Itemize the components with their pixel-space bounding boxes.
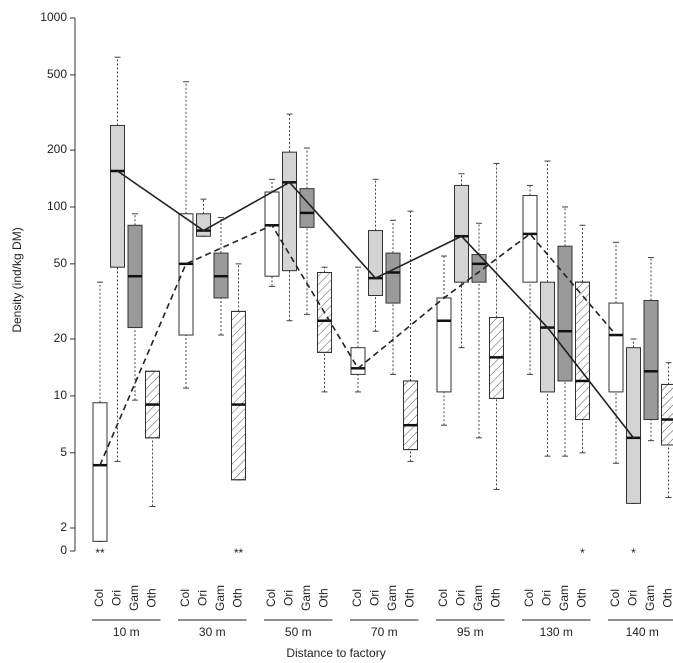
x-tick-label: 70 m bbox=[371, 625, 398, 639]
group-label: Oth bbox=[575, 588, 589, 607]
y-tick-label: 5 bbox=[60, 445, 67, 459]
box-hatch bbox=[661, 383, 673, 446]
group-label: Ori bbox=[282, 590, 296, 606]
y-tick-label: 200 bbox=[47, 142, 67, 156]
y-tick-label: 20 bbox=[54, 331, 68, 345]
group-label: Gam bbox=[213, 585, 227, 611]
group-label: Gam bbox=[127, 585, 141, 611]
box bbox=[557, 245, 573, 382]
x-tick-label: 130 m bbox=[540, 625, 573, 639]
box-hatch bbox=[231, 310, 246, 481]
group-label: Gam bbox=[385, 585, 399, 611]
box bbox=[178, 213, 194, 336]
box bbox=[626, 347, 641, 504]
box bbox=[436, 297, 452, 393]
trend-line bbox=[117, 170, 635, 439]
group-label: Ori bbox=[454, 590, 468, 606]
x-tick-label: 140 m bbox=[626, 625, 659, 639]
box-hatch bbox=[575, 281, 590, 421]
group-label: Ori bbox=[540, 590, 554, 606]
zero-marker: * bbox=[580, 546, 585, 560]
zero-marker: * bbox=[631, 546, 636, 560]
box bbox=[454, 184, 469, 283]
box bbox=[110, 124, 125, 268]
x-tick-label: 10 m bbox=[113, 625, 140, 639]
x-tick-label: 95 m bbox=[457, 625, 484, 639]
y-tick-label: 50 bbox=[54, 256, 68, 270]
x-tick-label: 30 m bbox=[199, 625, 226, 639]
y-tick-label: 10 bbox=[54, 388, 68, 402]
group-label: Ori bbox=[196, 590, 210, 606]
group-label: Col bbox=[178, 589, 192, 607]
group-label: Col bbox=[92, 589, 106, 607]
group-label: Col bbox=[264, 589, 278, 607]
box bbox=[522, 194, 538, 283]
group-label: Gam bbox=[643, 585, 657, 611]
group-label: Oth bbox=[145, 588, 159, 607]
x-axis-title: Distance to factory bbox=[286, 646, 385, 660]
box bbox=[385, 252, 401, 304]
y-tick-label: 1000 bbox=[40, 10, 67, 24]
y-tick-label: 2 bbox=[60, 520, 67, 534]
group-label: Gam bbox=[299, 585, 313, 611]
group-label: Oth bbox=[317, 588, 331, 607]
group-label: Col bbox=[350, 589, 364, 607]
box bbox=[368, 230, 383, 296]
y-tick-label: 500 bbox=[47, 67, 67, 81]
box bbox=[608, 302, 624, 393]
group-label: Oth bbox=[403, 588, 417, 607]
zero-marker: ** bbox=[234, 546, 244, 560]
y-axis-title: Density (ind/kg DM) bbox=[10, 227, 24, 332]
x-tick-label: 50 m bbox=[285, 625, 312, 639]
zero-marker: ** bbox=[95, 546, 105, 560]
group-label: Col bbox=[608, 589, 622, 607]
group-label: Gam bbox=[471, 585, 485, 611]
group-label: Oth bbox=[661, 588, 673, 607]
box-hatch bbox=[403, 380, 418, 451]
y-tick-label: 0 bbox=[60, 543, 67, 557]
y-tick-label: 100 bbox=[47, 199, 67, 213]
group-label: Ori bbox=[626, 590, 640, 606]
box bbox=[92, 402, 108, 542]
box bbox=[643, 299, 659, 421]
group-label: Ori bbox=[368, 590, 382, 606]
group-label: Gam bbox=[557, 585, 571, 611]
group-label: Col bbox=[522, 589, 536, 607]
trend-line bbox=[99, 224, 617, 466]
group-label: Oth bbox=[231, 588, 245, 607]
group-label: Ori bbox=[110, 590, 124, 606]
group-label: Col bbox=[436, 589, 450, 607]
group-label: Oth bbox=[489, 588, 503, 607]
box bbox=[540, 281, 555, 393]
box bbox=[196, 213, 211, 237]
